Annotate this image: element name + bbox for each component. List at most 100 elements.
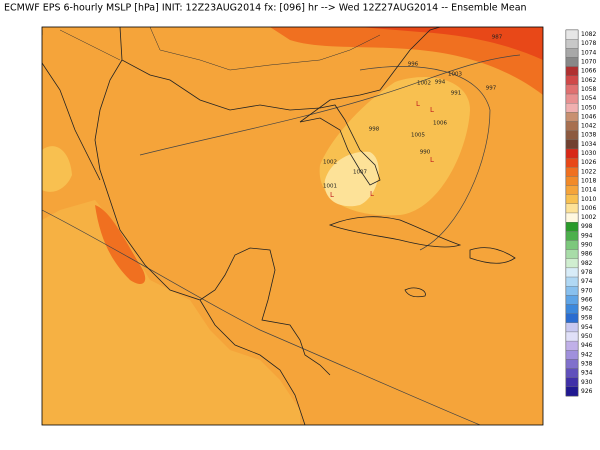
colorbar-swatch: [565, 258, 579, 269]
colorbar-swatch: [565, 368, 579, 378]
coastline: [299, 27, 441, 123]
colorbar-swatch: [565, 231, 579, 241]
low-marker: L: [370, 190, 374, 198]
colorbar-label: 934: [581, 370, 593, 377]
colorbar-swatch: [565, 249, 579, 259]
colorbar-swatch: [565, 194, 579, 204]
colorbar-label: 1070: [581, 59, 596, 66]
contour-label: 1007: [353, 170, 367, 176]
colorbar-swatch: [565, 276, 579, 287]
map-area: [42, 27, 543, 425]
colorbar-swatch: [565, 304, 579, 314]
colorbar-label: 1062: [581, 77, 596, 84]
colorbar-swatch: [565, 176, 579, 186]
colorbar-label: 998: [581, 223, 593, 230]
colorbar-swatch: [565, 75, 579, 86]
colorbar-label: 986: [581, 251, 593, 258]
colorbar-swatch: [565, 39, 579, 49]
colorbar-label: 982: [581, 260, 593, 267]
colorbar-swatch: [565, 48, 579, 58]
contour-label: 990: [420, 150, 431, 156]
colorbar-swatch: [565, 386, 579, 397]
colorbar-label: 1066: [581, 68, 596, 75]
colorbar-swatch: [565, 157, 579, 168]
low-pressure-core: [324, 151, 379, 207]
colorbar-label: 1002: [581, 214, 596, 221]
coastline: [42, 62, 101, 181]
colorbar-label: 970: [581, 287, 593, 294]
pacific-low: [42, 146, 72, 192]
colorbar-swatch: [565, 203, 579, 214]
colorbar-label: 1078: [581, 40, 596, 47]
colorbar-swatch: [565, 57, 579, 67]
cuba: [328, 216, 462, 248]
contour-label: 1005: [411, 133, 425, 139]
isobar: [42, 209, 481, 425]
title: ECMWF EPS 6-hourly MSLP [hPa] INIT: 12Z2…: [4, 3, 527, 14]
colorbar-label: 990: [581, 242, 593, 249]
colorbar-label: 1050: [581, 104, 596, 111]
colorbar-label: 1010: [581, 196, 596, 203]
high-pressure-region: [270, 27, 543, 95]
low-marker: L: [430, 106, 434, 114]
colorbar-swatch: [565, 167, 579, 177]
colorbar-label: 1014: [581, 187, 596, 194]
border: [149, 27, 381, 71]
coastline: [199, 247, 331, 376]
colorbar-swatch: [565, 103, 579, 113]
border: [59, 29, 121, 61]
colorbar-label: 962: [581, 306, 593, 313]
colorbar-swatch: [565, 84, 579, 95]
contour-label: 1001: [323, 184, 337, 190]
low-marker: L: [330, 191, 334, 199]
colorbar-label: 1022: [581, 168, 596, 175]
colorbar-swatch: [565, 350, 579, 360]
colorbar-swatch: [565, 295, 579, 305]
colorbar-swatch: [565, 93, 579, 104]
colorbar-label: 994: [581, 232, 593, 239]
mexico-plateau-high: [95, 205, 146, 285]
colorbar-swatch: [565, 139, 579, 150]
colorbar-swatch: [565, 121, 579, 131]
colorbar-swatch: [565, 240, 579, 250]
contour-label: 997: [486, 86, 497, 92]
hispaniola: [469, 247, 516, 264]
colorbar-swatch: [565, 130, 579, 140]
colorbar-swatch: [565, 313, 579, 323]
high-pressure-core: [360, 27, 543, 60]
isobar: [139, 54, 521, 156]
colorbar-swatch: [565, 340, 579, 351]
colorbar-swatch: [565, 66, 579, 76]
colorbar-label: 942: [581, 351, 593, 358]
colorbar-label: 938: [581, 360, 593, 367]
colorbar-label: 1018: [581, 177, 596, 184]
colorbar-swatch: [565, 377, 579, 388]
colorbar-swatch: [565, 286, 579, 296]
colorbar-label: 946: [581, 342, 593, 349]
colorbar-swatch: [565, 359, 579, 369]
contour-label: 991: [451, 91, 462, 97]
colorbar-label: 1074: [581, 49, 596, 56]
colorbar-label: 1082: [581, 31, 596, 38]
colorbar-label: 1006: [581, 205, 596, 212]
colorbar-swatch: [565, 221, 579, 232]
coastline: [94, 59, 306, 425]
isobar: [359, 66, 491, 251]
colorbar-swatch: [565, 267, 579, 278]
colorbar-label: 978: [581, 269, 593, 276]
colorbar-label: 926: [581, 388, 593, 395]
colorbar-label: 1034: [581, 141, 596, 148]
colorbar-swatch: [565, 331, 579, 342]
colorbar-label: 954: [581, 324, 593, 331]
contour-label: 1006: [433, 121, 447, 127]
colorbar-swatch: [565, 148, 579, 159]
colorbar-label: 950: [581, 333, 593, 340]
colorbar-label: 1042: [581, 123, 596, 130]
colorbar-label: 1058: [581, 86, 596, 93]
low-marker: L: [430, 156, 434, 164]
colorbar-swatch: [565, 29, 579, 40]
jamaica: [404, 287, 426, 298]
colorbar-label: 930: [581, 379, 593, 386]
colorbar-label: 1054: [581, 95, 596, 102]
